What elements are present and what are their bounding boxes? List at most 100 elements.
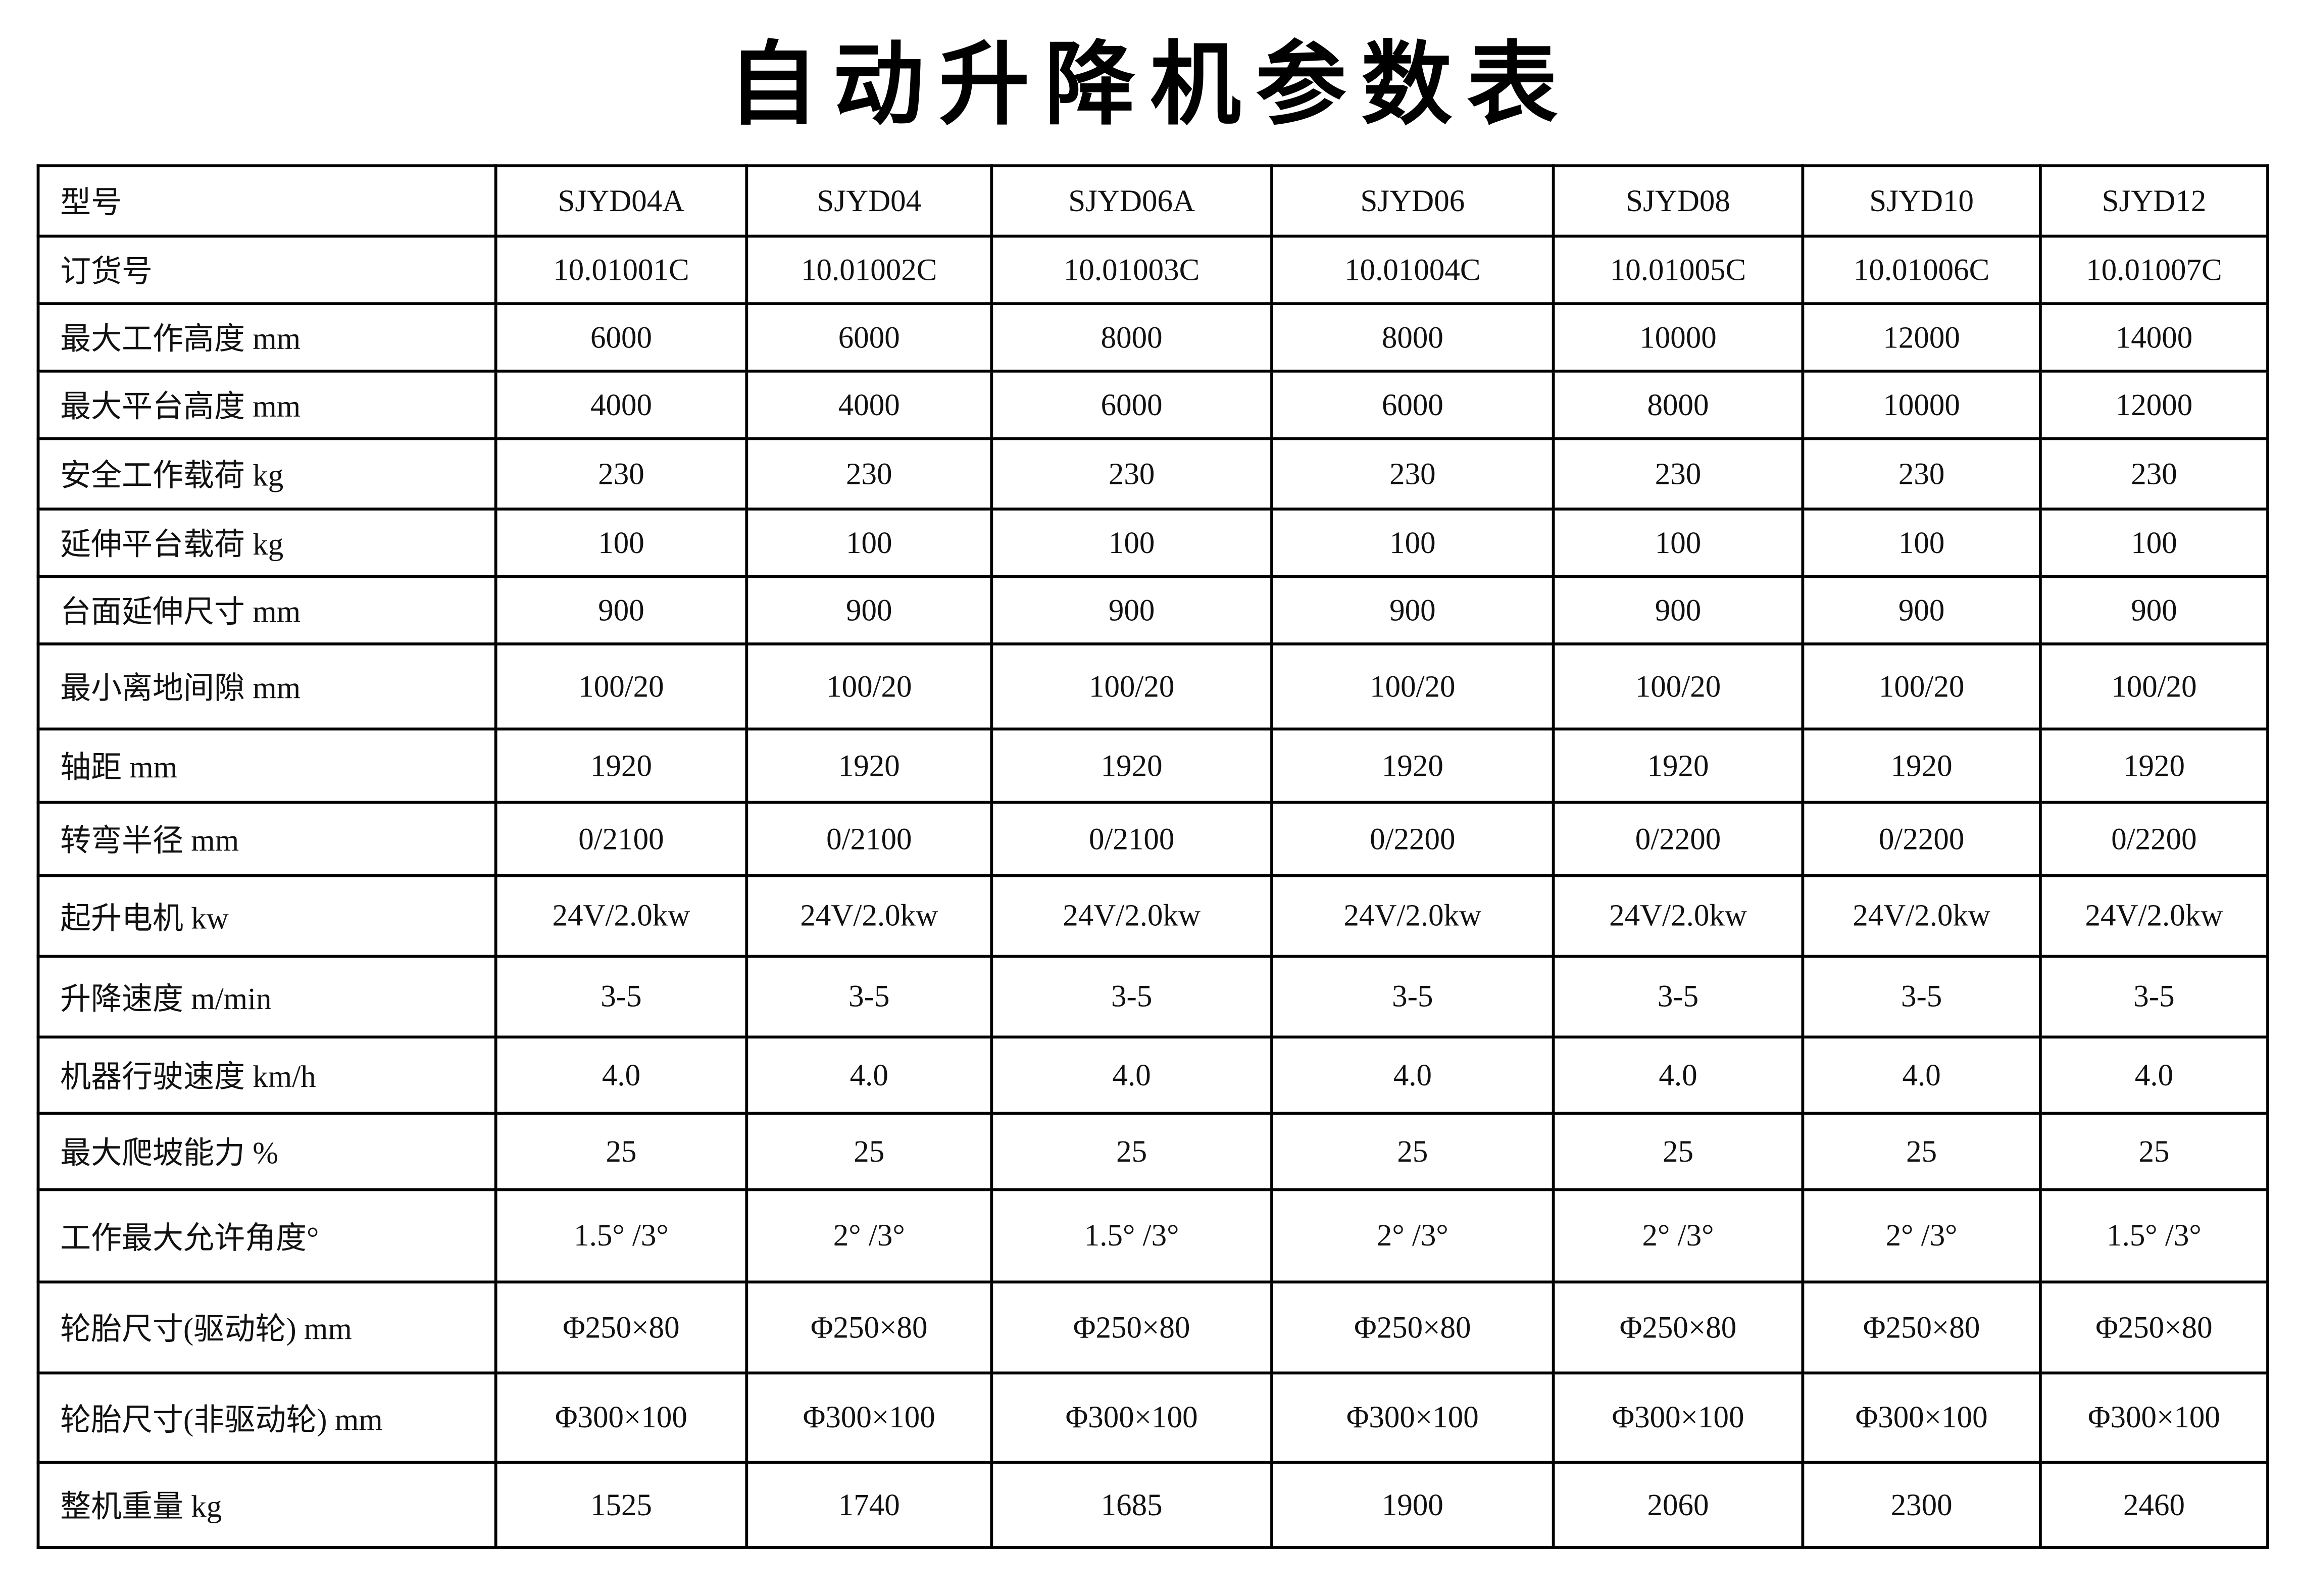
row-label: 型号 <box>36 164 497 238</box>
value-cell: 2300 <box>1801 1461 2042 1549</box>
value-cell: 4.0 <box>990 1035 1273 1115</box>
value-cell: 230 <box>2038 437 2269 511</box>
value-cell: 24V/2.0kw <box>494 874 748 958</box>
value-cell: Φ250×80 <box>1552 1280 1805 1375</box>
row-label: 最大爬坡能力 % <box>36 1112 497 1191</box>
value-cell: 2° /3° <box>745 1188 993 1284</box>
table-row: 安全工作载荷 kg 230 230 230 230 230 230 230 <box>36 437 2269 511</box>
value-cell: 1.5° /3° <box>494 1188 748 1284</box>
value-cell: Φ250×80 <box>1801 1280 2042 1375</box>
model-header-cell: SJYD04A <box>494 164 748 238</box>
value-cell: 1900 <box>1270 1461 1555 1549</box>
page-title: 自动升降机参数表 <box>727 30 1573 138</box>
value-cell: 4.0 <box>745 1035 993 1115</box>
value-cell: 10000 <box>1801 369 2042 440</box>
value-cell: 100 <box>1801 507 2042 578</box>
value-cell: 3-5 <box>990 955 1273 1039</box>
value-cell: 900 <box>494 575 748 645</box>
value-cell: 12000 <box>1801 302 2042 373</box>
value-cell: 10.01004C <box>1270 234 1555 306</box>
row-label: 轴距 mm <box>36 727 497 804</box>
value-cell: 100/20 <box>745 642 993 731</box>
row-label: 台面延伸尺寸 mm <box>36 575 497 645</box>
value-cell: 100 <box>1270 507 1555 578</box>
model-header-cell: SJYD10 <box>1801 164 2042 238</box>
value-cell: 1.5° /3° <box>2038 1188 2269 1284</box>
value-cell: 25 <box>1270 1112 1555 1191</box>
value-cell: 1920 <box>494 727 748 804</box>
value-cell: 12000 <box>2038 369 2269 440</box>
value-cell: 2° /3° <box>1801 1188 2042 1284</box>
table-row: 升降速度 m/min 3-5 3-5 3-5 3-5 3-5 3-5 3-5 <box>36 955 2269 1039</box>
value-cell: 10.01006C <box>1801 234 2042 306</box>
value-cell: 100/20 <box>2038 642 2269 731</box>
model-header-cell: SJYD06 <box>1270 164 1555 238</box>
value-cell: 3-5 <box>2038 955 2269 1039</box>
table-row: 机器行驶速度 km/h 4.0 4.0 4.0 4.0 4.0 4.0 4.0 <box>36 1035 2269 1115</box>
value-cell: 4.0 <box>2038 1035 2269 1115</box>
table-row: 最大爬坡能力 % 25 25 25 25 25 25 25 <box>36 1112 2269 1191</box>
row-label: 安全工作载荷 kg <box>36 437 497 511</box>
value-cell: 100 <box>1552 507 1805 578</box>
value-cell: 4.0 <box>1801 1035 2042 1115</box>
value-cell: 25 <box>1801 1112 2042 1191</box>
table-row: 工作最大允许角度° 1.5° /3° 2° /3° 1.5° /3° 2° /3° 2° … <box>36 1188 2269 1284</box>
value-cell: 100 <box>745 507 993 578</box>
table-row: 轴距 mm 1920 1920 1920 1920 1920 1920 1920 <box>36 727 2269 804</box>
value-cell: 24V/2.0kw <box>1801 874 2042 958</box>
value-cell: 1920 <box>2038 727 2269 804</box>
model-header-cell: SJYD12 <box>2038 164 2269 238</box>
value-cell: 900 <box>1801 575 2042 645</box>
value-cell: Φ250×80 <box>990 1280 1273 1375</box>
value-cell: 3-5 <box>494 955 748 1039</box>
value-cell: Φ300×100 <box>990 1371 1273 1464</box>
value-cell: Φ250×80 <box>1270 1280 1555 1375</box>
table-row: 整机重量 kg 1525 1740 1685 1900 2060 2300 2460 <box>36 1461 2269 1549</box>
value-cell: 1920 <box>1801 727 2042 804</box>
value-cell: 6000 <box>1270 369 1555 440</box>
value-cell: 14000 <box>2038 302 2269 373</box>
value-cell: 24V/2.0kw <box>1270 874 1555 958</box>
value-cell: 900 <box>1270 575 1555 645</box>
value-cell: 100 <box>494 507 748 578</box>
value-cell: 100 <box>2038 507 2269 578</box>
value-cell: 25 <box>990 1112 1273 1191</box>
value-cell: Φ300×100 <box>1270 1371 1555 1464</box>
value-cell: 900 <box>2038 575 2269 645</box>
value-cell: 25 <box>494 1112 748 1191</box>
value-cell: 230 <box>1552 437 1805 511</box>
spec-table: 型号 SJYD04A SJYD04 SJYD06A SJYD06 SJYD08 SJYD10… <box>36 164 2269 1549</box>
row-label: 整机重量 kg <box>36 1461 497 1549</box>
row-label: 工作最大允许角度° <box>36 1188 497 1284</box>
value-cell: 4000 <box>494 369 748 440</box>
value-cell: 6000 <box>494 302 748 373</box>
row-label: 轮胎尺寸(非驱动轮) mm <box>36 1371 497 1464</box>
value-cell: 0/2200 <box>2038 801 2269 877</box>
value-cell: 3-5 <box>745 955 993 1039</box>
value-cell: 900 <box>1552 575 1805 645</box>
value-cell: 0/2100 <box>745 801 993 877</box>
value-cell: Φ250×80 <box>745 1280 993 1375</box>
value-cell: 1920 <box>990 727 1273 804</box>
value-cell: 2° /3° <box>1552 1188 1805 1284</box>
value-cell: 100/20 <box>1801 642 2042 731</box>
value-cell: Φ300×100 <box>1552 1371 1805 1464</box>
value-cell: Φ300×100 <box>494 1371 748 1464</box>
value-cell: 0/2100 <box>990 801 1273 877</box>
model-header-cell: SJYD06A <box>990 164 1273 238</box>
value-cell: 230 <box>1801 437 2042 511</box>
value-cell: 1.5° /3° <box>990 1188 1273 1284</box>
value-cell: 10.01001C <box>494 234 748 306</box>
row-label: 最大平台高度 mm <box>36 369 497 440</box>
value-cell: 25 <box>745 1112 993 1191</box>
value-cell: 900 <box>990 575 1273 645</box>
table-row: 型号 SJYD04A SJYD04 SJYD06A SJYD06 SJYD08 SJYD10… <box>36 164 2269 238</box>
value-cell: 100 <box>990 507 1273 578</box>
value-cell: 0/2100 <box>494 801 748 877</box>
value-cell: 230 <box>494 437 748 511</box>
value-cell: 8000 <box>1552 369 1805 440</box>
value-cell: 2060 <box>1552 1461 1805 1549</box>
value-cell: 1920 <box>1270 727 1555 804</box>
value-cell: Φ300×100 <box>1801 1371 2042 1464</box>
value-cell: 3-5 <box>1801 955 2042 1039</box>
